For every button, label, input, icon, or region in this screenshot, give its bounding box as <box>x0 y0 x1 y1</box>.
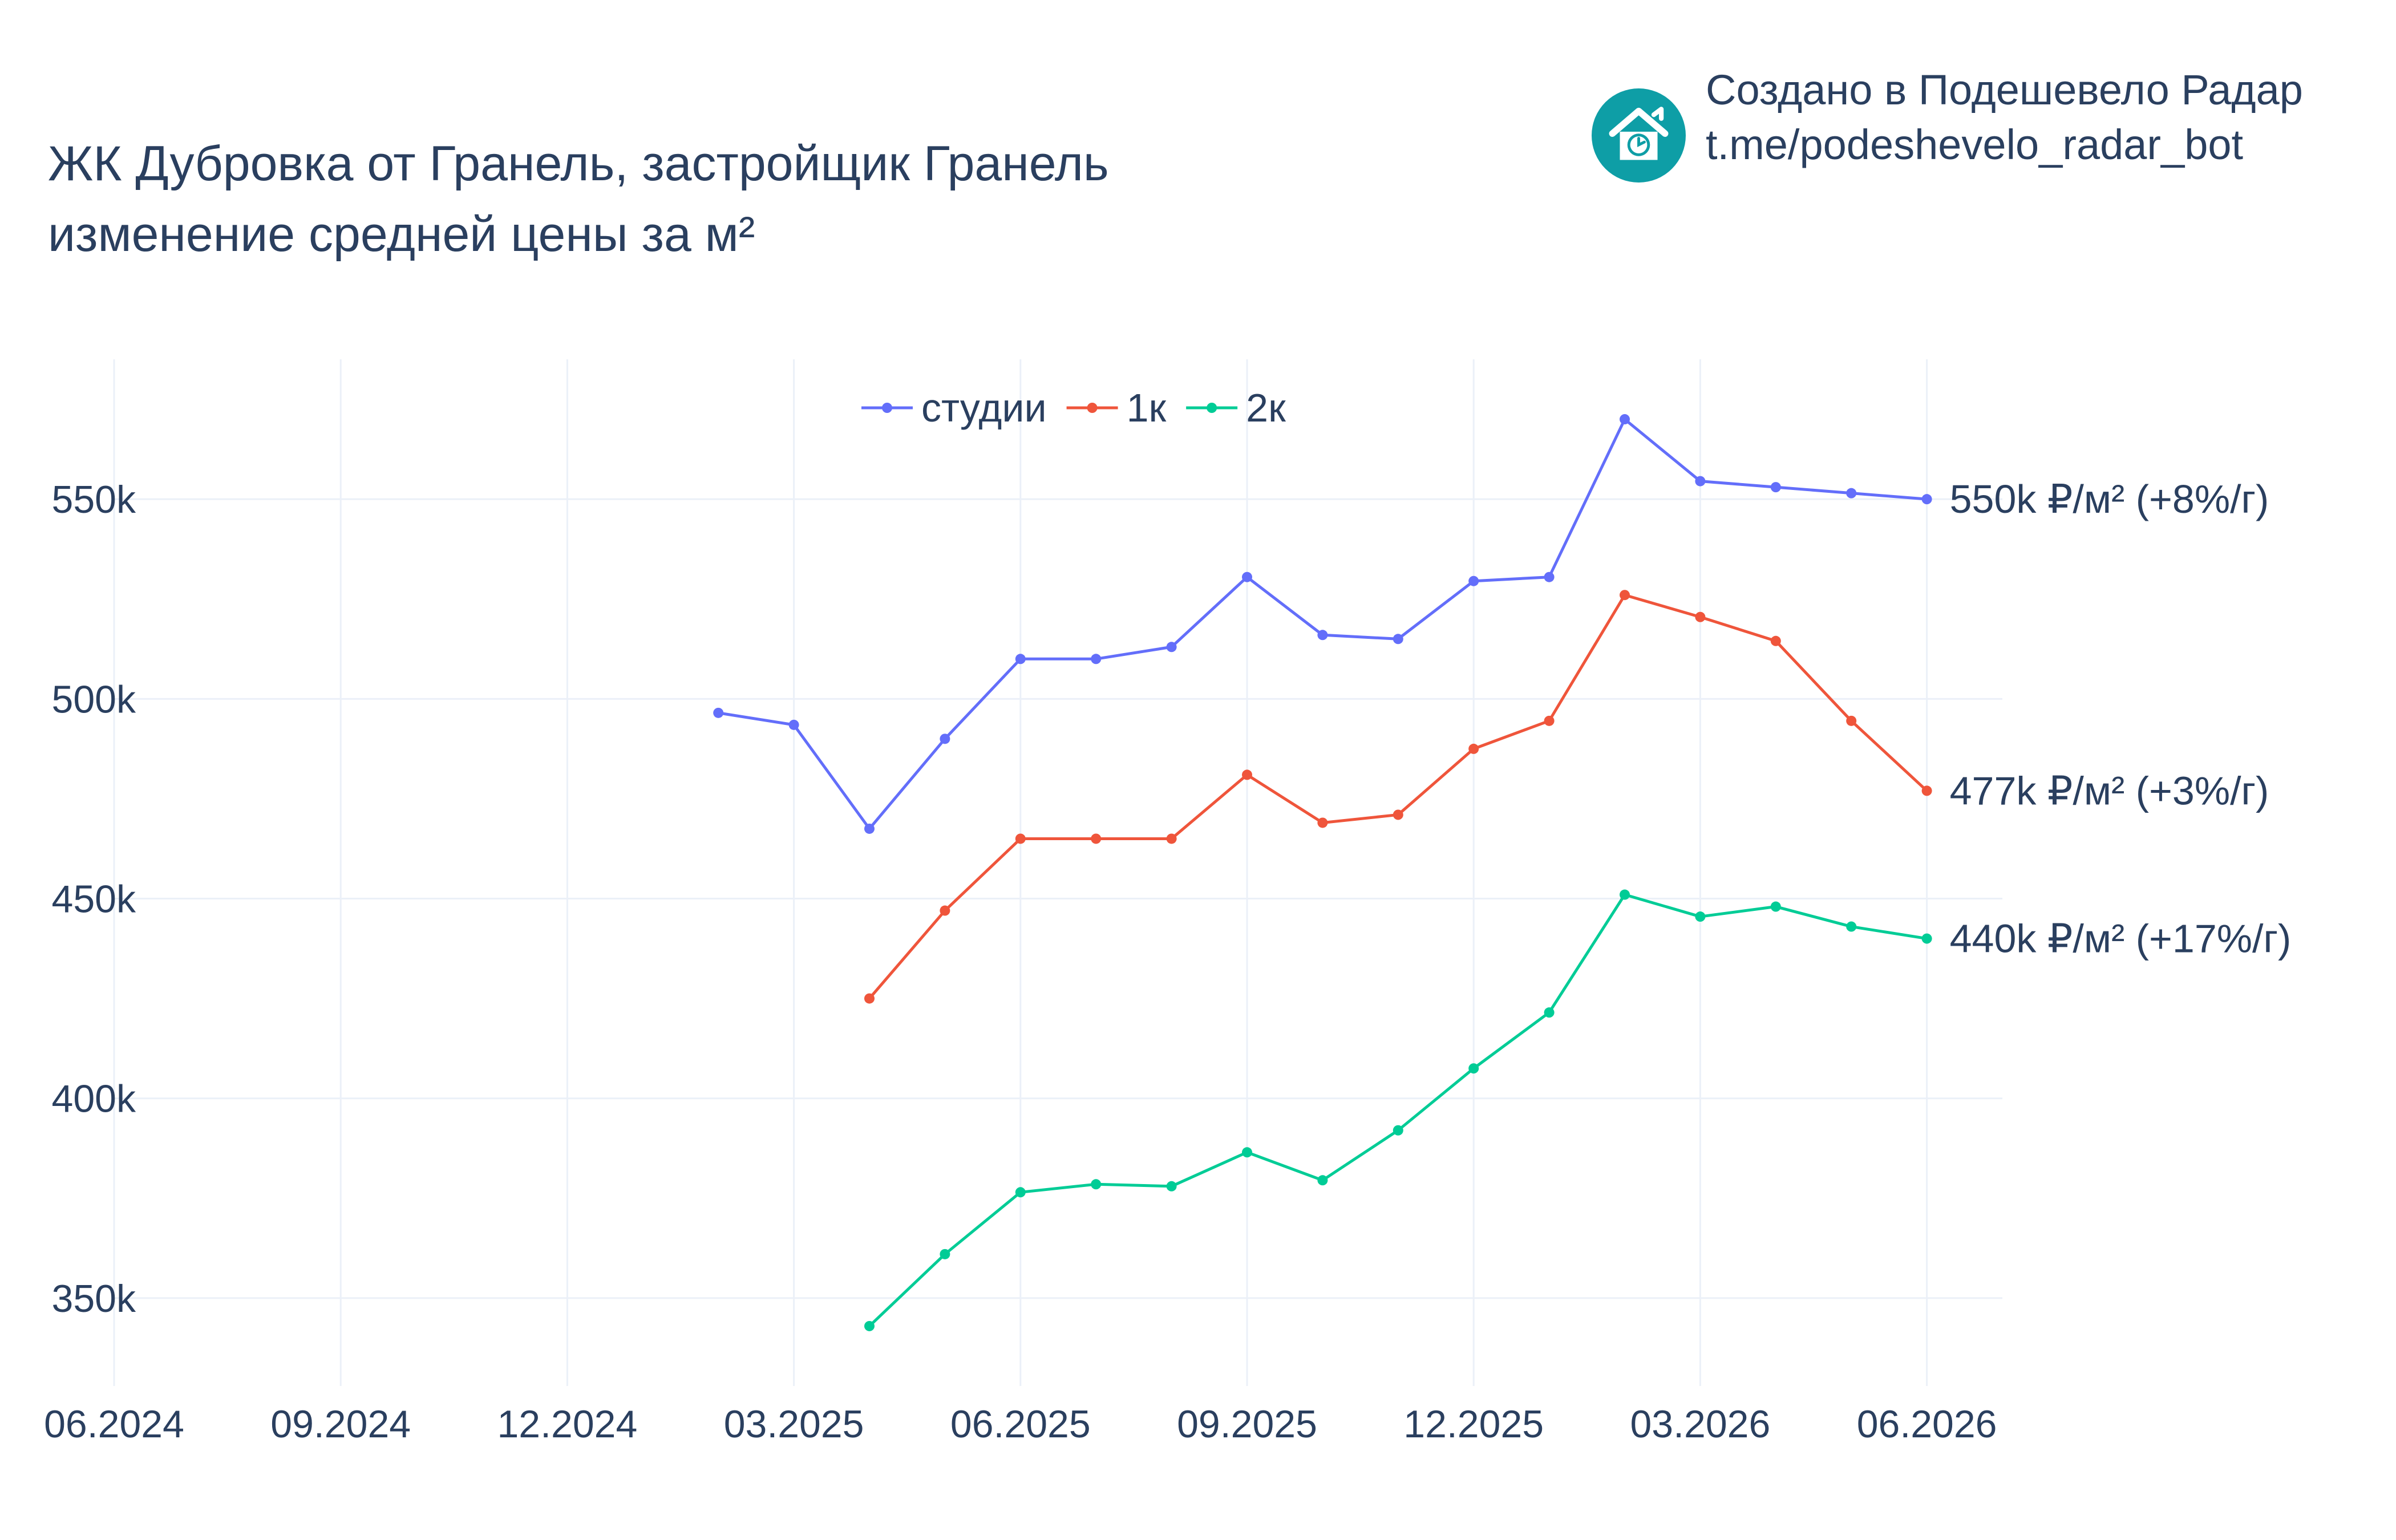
data-point <box>1015 833 1026 844</box>
series-line-студии <box>718 418 1927 830</box>
series-line-1к <box>868 593 1928 1000</box>
data-point <box>864 1320 875 1331</box>
legend-marker <box>1207 403 1217 413</box>
data-point <box>1242 1147 1252 1158</box>
y-tick-label: 550k <box>52 478 136 521</box>
x-tick-label: 12.2024 <box>497 1403 637 1446</box>
data-point <box>1921 785 1932 796</box>
series-end-label: 550k ₽/м² (+8%/г) <box>1950 477 2269 521</box>
data-point <box>1393 1125 1403 1136</box>
x-tick-label: 06.2024 <box>44 1403 184 1446</box>
data-point <box>1393 809 1403 820</box>
legend: студии 1к 2к <box>861 386 1286 430</box>
data-point <box>1544 1007 1555 1018</box>
data-point <box>713 707 724 718</box>
data-point <box>1166 1181 1177 1192</box>
x-tick-label: 09.2025 <box>1177 1403 1317 1446</box>
data-point <box>940 733 950 744</box>
brand-line-1: Создано в Подешевело Радар <box>1706 66 2303 114</box>
data-point <box>1015 654 1026 664</box>
data-point <box>1242 572 1252 582</box>
data-point <box>788 719 799 730</box>
data-point <box>940 1249 950 1259</box>
data-point <box>1620 414 1630 425</box>
legend-label: студии <box>921 386 1047 430</box>
y-tick-label: 450k <box>52 878 136 921</box>
data-point <box>1468 743 1479 754</box>
data-point <box>1468 576 1479 586</box>
data-point <box>1317 1175 1328 1186</box>
data-point <box>1166 833 1177 844</box>
data-point <box>1620 889 1630 900</box>
data-point <box>1544 715 1555 726</box>
y-axis-ticks: 350k 400k 450k 500k 550k <box>52 478 136 1320</box>
x-tick-label: 06.2025 <box>950 1403 1091 1446</box>
data-point <box>1317 630 1328 641</box>
data-point <box>1091 1179 1102 1190</box>
x-tick-label: 09.2024 <box>270 1403 411 1446</box>
title-line-1: ЖК Дубровка от Гранель, застройщик Гране… <box>48 136 1109 191</box>
y-tick-label: 400k <box>52 1077 136 1121</box>
data-point <box>864 993 875 1004</box>
legend-marker <box>882 403 892 413</box>
legend-marker <box>1087 403 1098 413</box>
data-point <box>1242 769 1252 780</box>
legend-label: 1к <box>1127 386 1167 430</box>
data-point <box>1846 488 1857 499</box>
data-point <box>1544 572 1555 582</box>
data-point <box>1770 635 1781 646</box>
y-tick-label: 500k <box>52 678 136 721</box>
data-point <box>1921 933 1932 944</box>
data-point <box>1620 590 1630 601</box>
legend-label: 2к <box>1246 386 1286 430</box>
x-axis-ticks: 06.2024 09.2024 12.2024 03.2025 06.2025 09.20… <box>44 1403 1997 1446</box>
x-tick-label: 03.2026 <box>1630 1403 1770 1446</box>
end-labels: 550k ₽/м² (+8%/г) 477k ₽/м² (+3%/г) 440k ₽… <box>1950 477 2292 961</box>
data-point <box>864 823 875 834</box>
data-point <box>1317 817 1328 828</box>
brand-link[interactable]: t.me/podeshevelo_radar_bot <box>1706 121 2244 168</box>
x-tick-label: 06.2026 <box>1857 1403 1997 1446</box>
data-point <box>1770 482 1781 493</box>
data-point <box>940 905 950 916</box>
data-point <box>1015 1187 1026 1198</box>
data-point <box>1695 911 1706 922</box>
series-end-label: 477k ₽/м² (+3%/г) <box>1950 768 2269 813</box>
x-tick-label: 12.2025 <box>1403 1403 1544 1446</box>
data-point <box>1468 1063 1479 1074</box>
data-point <box>1921 494 1932 505</box>
series-line-2к <box>868 893 1927 1327</box>
series-end-label: 440k ₽/м² (+17%/г) <box>1950 917 2292 961</box>
data-point <box>1846 921 1857 932</box>
data-point <box>1091 833 1102 844</box>
chart-title: ЖК Дубровка от Гранель, застройщик Гране… <box>48 128 1109 270</box>
data-point <box>1770 901 1781 912</box>
data-point <box>1846 715 1857 726</box>
y-tick-label: 350k <box>52 1277 136 1320</box>
x-tick-label: 03.2025 <box>724 1403 864 1446</box>
data-point <box>1393 634 1403 645</box>
series-layer <box>713 414 1932 1331</box>
data-point <box>1091 654 1102 664</box>
house-clock-icon <box>1592 88 1686 183</box>
data-point <box>1695 611 1706 622</box>
data-point <box>1695 476 1706 487</box>
grid-lines <box>113 359 2002 1386</box>
title-line-2: изменение средней цены за м² <box>48 207 755 262</box>
data-point <box>1166 642 1177 653</box>
